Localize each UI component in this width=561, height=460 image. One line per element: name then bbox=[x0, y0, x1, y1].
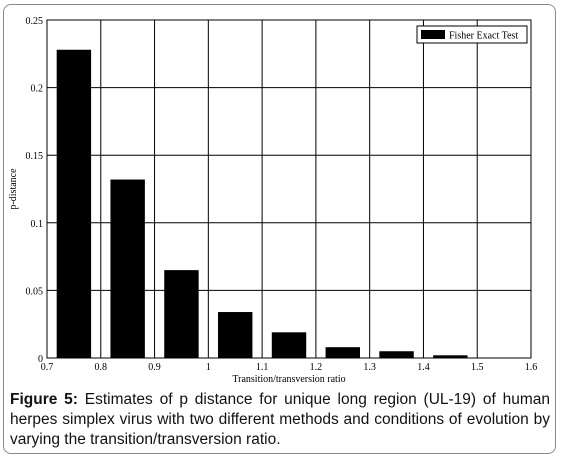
x-tick-label: 0.7 bbox=[41, 362, 54, 373]
y-tick-label: 0 bbox=[38, 354, 43, 365]
bar bbox=[271, 332, 307, 358]
figure-frame bbox=[3, 4, 556, 454]
bar bbox=[56, 49, 92, 359]
ticks-layer: 0.7 0.8 0.9 1 1.1 1.2 1.3 1.4 1.5 1.6 0 0.05 0.1 0.15… bbox=[26, 16, 538, 373]
x-axis-label: Transition/transversion ratio bbox=[232, 374, 345, 385]
y-tick-label: 0.05 bbox=[26, 286, 44, 297]
bar bbox=[433, 355, 468, 358]
caption-text: Estimates of p distance for unique long … bbox=[10, 391, 550, 448]
bar bbox=[379, 351, 414, 358]
y-tick-label: 0.15 bbox=[26, 151, 44, 162]
x-tick-label: 1.1 bbox=[256, 362, 269, 373]
y-axis-label: p-distance bbox=[8, 168, 19, 210]
x-tick-label: 1.4 bbox=[417, 362, 430, 373]
x-tick-label: 0.8 bbox=[95, 362, 108, 373]
plot-frame bbox=[46, 19, 532, 359]
y-tick-label: 0.1 bbox=[31, 219, 44, 230]
x-tick-label: 0.9 bbox=[148, 362, 161, 373]
bar bbox=[110, 179, 145, 358]
y-tick-label: 0.2 bbox=[31, 84, 44, 95]
x-tick-label: 1.3 bbox=[363, 362, 376, 373]
legend: Fisher Exact Test bbox=[416, 25, 528, 44]
bar bbox=[164, 270, 199, 358]
bar bbox=[218, 312, 253, 358]
y-tick-label: 0.25 bbox=[26, 16, 44, 27]
x-tick-label: 1.6 bbox=[525, 362, 538, 373]
legend-label: Fisher Exact Test bbox=[449, 31, 518, 42]
bar bbox=[325, 347, 360, 358]
bars-layer bbox=[56, 49, 468, 359]
chart: 0.7 0.8 0.9 1 1.1 1.2 1.3 1.4 1.5 1.6 0 0.05 0.1 0.15… bbox=[8, 16, 538, 385]
figure-caption: Figure 5: Estimates of p distance for un… bbox=[10, 390, 550, 450]
caption-label: Figure 5: bbox=[10, 391, 78, 408]
legend-swatch bbox=[421, 30, 445, 39]
x-tick-label: 1 bbox=[206, 362, 211, 373]
x-tick-label: 1.5 bbox=[471, 362, 484, 373]
x-tick-label: 1.2 bbox=[310, 362, 323, 373]
